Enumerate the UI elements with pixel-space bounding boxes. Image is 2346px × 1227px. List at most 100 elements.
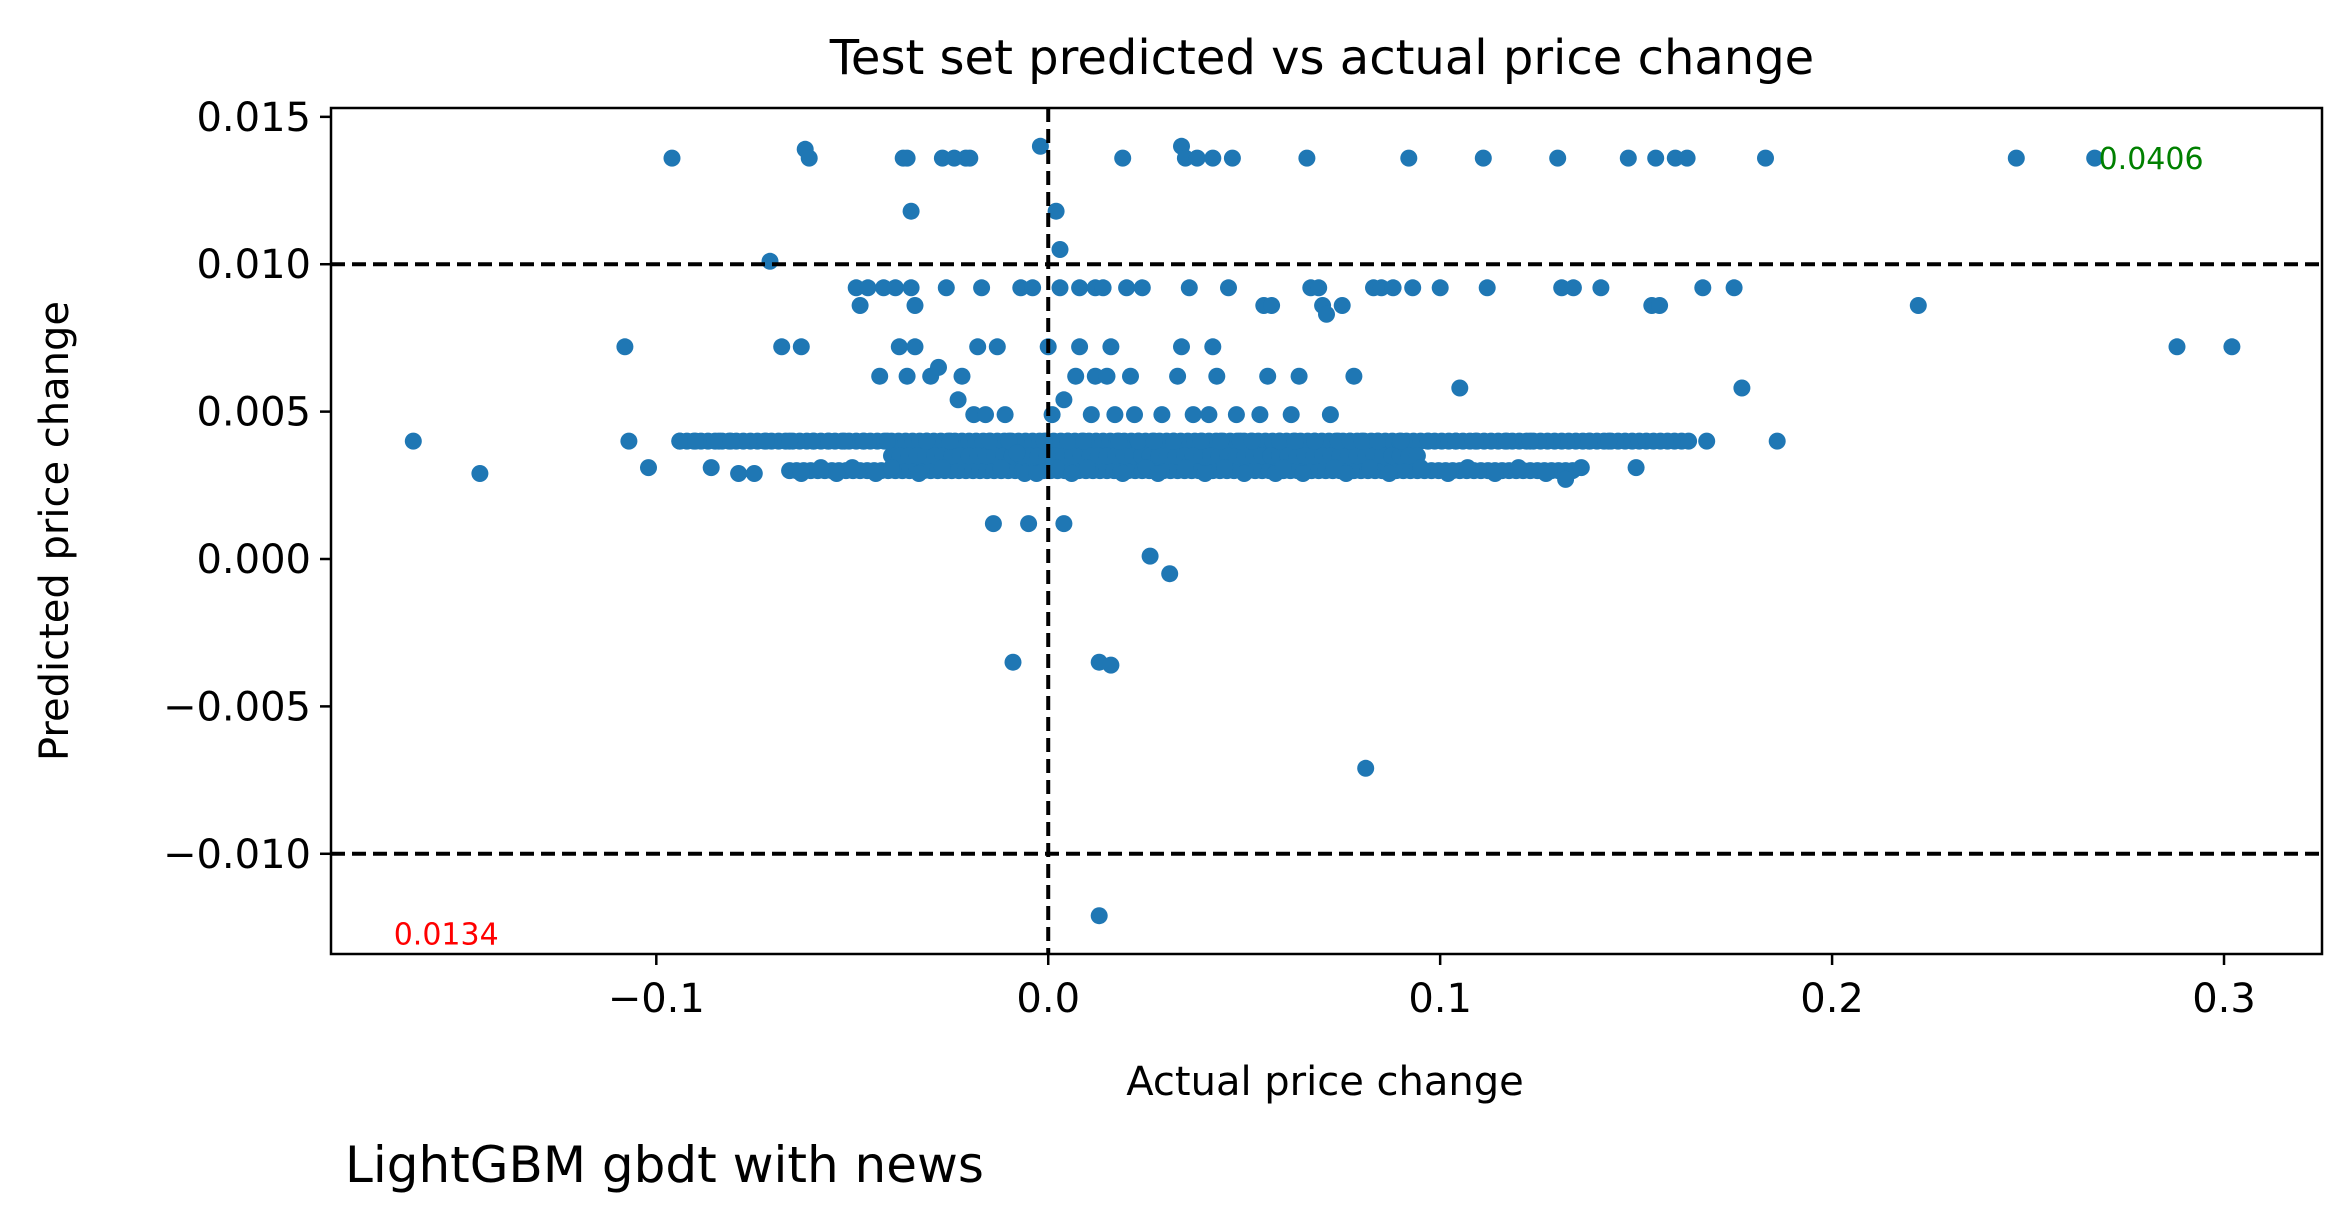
scatter-point (1071, 279, 1089, 297)
scatter-point (1149, 465, 1167, 482)
scatter-point (1114, 149, 1132, 167)
scatter-point (1004, 653, 1022, 671)
scatter-point (404, 432, 422, 450)
scatter-point (1055, 391, 1073, 409)
scatter-point (933, 459, 951, 477)
scatter-point (1341, 432, 1359, 450)
scatter-point (898, 149, 916, 167)
scatter-point (1680, 432, 1698, 450)
scatter-point (1580, 432, 1598, 450)
scatter-point (875, 279, 893, 297)
scatter-point (1474, 149, 1492, 167)
points-layer (404, 137, 2241, 925)
scatter-point (843, 459, 861, 477)
scatter-point (1153, 406, 1171, 424)
scatter-point (1353, 432, 1371, 450)
scatter-point (1698, 432, 1716, 450)
scatter-point (761, 252, 779, 270)
scatter-point (1404, 279, 1422, 297)
scatter-point (1122, 367, 1139, 385)
scatter-point (1082, 406, 1100, 424)
scatter-point (961, 149, 979, 167)
scatter-point (757, 432, 775, 450)
scatter-point (1768, 432, 1786, 450)
scatter-point (1012, 279, 1030, 297)
scatter-point (910, 465, 928, 482)
annotation-text: 0.0406 (2099, 142, 2204, 177)
scatter-point (820, 432, 838, 450)
scatter-point (1161, 565, 1179, 583)
scatter-point (1733, 379, 1751, 397)
scatter-point (1537, 465, 1555, 482)
scatter-point (1231, 432, 1249, 450)
y-axis-ticks: 0.015 0.010 0.005 0.000 −0.005 −0.010 (163, 95, 331, 878)
scatter-point (620, 432, 638, 450)
scatter-point (1223, 149, 1241, 167)
scatter-point (1204, 338, 1222, 356)
scatter-point (1318, 305, 1335, 323)
scatter-point (702, 459, 720, 477)
scatter-point (1126, 406, 1143, 424)
scatter-point (1051, 279, 1069, 297)
scatter-point (2086, 149, 2104, 167)
scatter-point (781, 432, 799, 450)
scatter-point (1118, 279, 1136, 297)
scatter-point (1102, 338, 1120, 356)
scatter-point (1008, 444, 1026, 462)
scatter-point (1271, 432, 1288, 450)
scatter-point (851, 297, 869, 314)
scatter-point (1369, 432, 1386, 450)
annotation-text: 0.0134 (394, 917, 499, 952)
scatter-point (1200, 406, 1218, 424)
y-tick-label: 0.015 (196, 95, 311, 141)
scatter-point (1459, 459, 1477, 477)
scatter-point (1572, 459, 1590, 477)
scatter-point (1498, 432, 1516, 450)
scatter-point (1757, 149, 1774, 167)
scatter-point (1333, 297, 1351, 314)
scatter-point (1557, 470, 1575, 488)
scatter-point (890, 338, 908, 356)
plot-area (329, 106, 2324, 956)
scatter-point (980, 432, 998, 450)
scatter-point (937, 279, 955, 297)
scatter-point (1345, 367, 1363, 385)
scatter-point (1592, 279, 1610, 297)
scatter-point (1086, 367, 1104, 385)
scatter-point (1165, 432, 1183, 450)
scatter-point (1486, 465, 1504, 482)
scatter-point (640, 459, 657, 477)
scatter-point (1028, 465, 1045, 482)
scatter-point (902, 279, 920, 297)
scatter-point (1078, 459, 1096, 477)
scatter-point (902, 202, 920, 220)
scatter-point (1337, 465, 1355, 482)
scatter-point (1114, 465, 1132, 482)
scatter-point (1647, 149, 1665, 167)
scatter-point (800, 149, 818, 167)
scatter-point (1067, 367, 1085, 385)
scatter-point (996, 406, 1014, 424)
scatter-point (855, 432, 873, 450)
scatter-point (977, 406, 994, 424)
scatter-point (2223, 338, 2241, 356)
scatter-point (1600, 432, 1618, 450)
x-tick-label: 0.3 (2192, 976, 2256, 1022)
scatter-point (1510, 459, 1527, 477)
scatter-point (1071, 338, 1089, 356)
scatter-point (1384, 279, 1402, 297)
scatter-point (1184, 406, 1202, 424)
scatter-point (1188, 149, 1206, 167)
scatter-point (973, 279, 991, 297)
scatter-point (1031, 137, 1049, 155)
scatter-point (828, 465, 846, 482)
scatter-point (1400, 149, 1418, 167)
figure-caption: LightGBM gbdt with news (345, 1136, 984, 1194)
scatter-point (945, 149, 963, 167)
scatter-point (871, 367, 889, 385)
scatter-point (812, 459, 830, 477)
scatter-point (616, 338, 634, 356)
scatter-point (792, 338, 810, 356)
scatter-point (663, 149, 681, 167)
scatter-point (1129, 432, 1147, 450)
